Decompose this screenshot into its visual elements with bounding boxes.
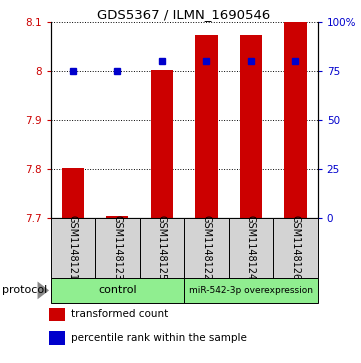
Text: GSM1148125: GSM1148125 [157,215,167,280]
Text: GSM1148121: GSM1148121 [68,215,78,280]
Polygon shape [38,282,49,299]
Bar [95,218,140,278]
Bar [49,331,65,344]
Bar [229,218,273,278]
Bar [106,216,129,218]
Title: GDS5367 / ILMN_1690546: GDS5367 / ILMN_1690546 [97,8,271,21]
Bar [140,218,184,278]
Text: control: control [98,285,136,295]
Bar [62,168,84,218]
Bar [240,35,262,218]
Text: GSM1148123: GSM1148123 [112,215,122,280]
Bar [51,278,184,303]
Bar [284,22,306,218]
Text: GSM1148126: GSM1148126 [290,215,300,280]
Bar [184,278,318,303]
Bar [49,308,65,321]
Bar [151,70,173,218]
Text: percentile rank within the sample: percentile rank within the sample [71,333,247,343]
Bar [195,35,217,218]
Bar [51,218,95,278]
Bar [273,218,318,278]
Text: transformed count: transformed count [71,309,168,319]
Bar [184,218,229,278]
Text: protocol: protocol [2,285,47,295]
Text: GSM1148124: GSM1148124 [246,215,256,280]
Text: GSM1148122: GSM1148122 [201,215,212,280]
Text: miR-542-3p overexpression: miR-542-3p overexpression [189,286,313,295]
